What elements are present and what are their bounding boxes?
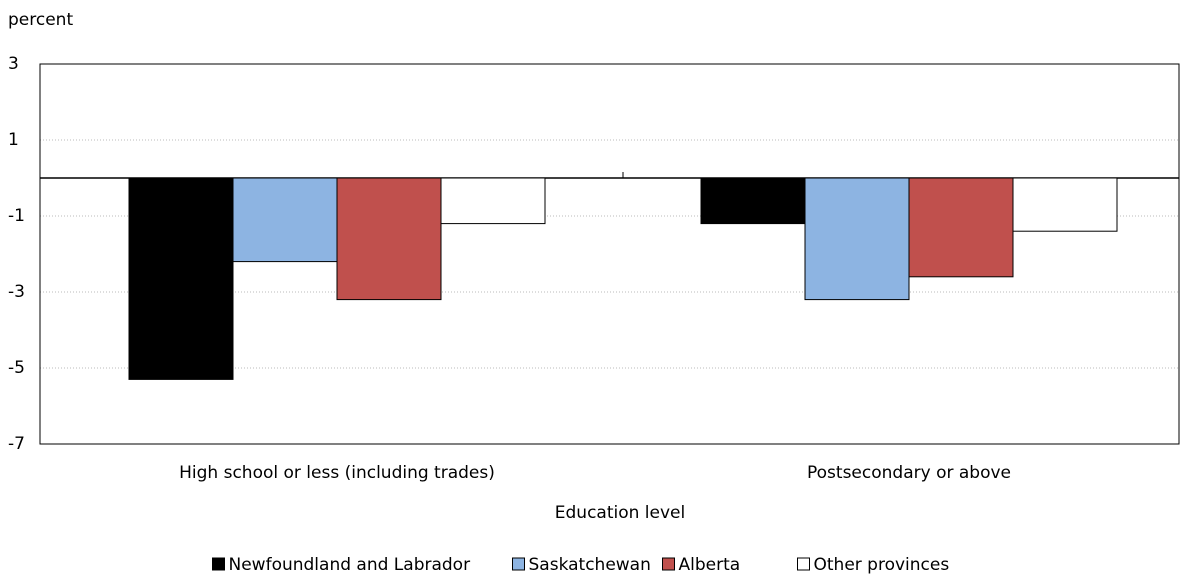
y-tick-label: -5 [8,358,25,378]
legend-swatch [212,557,225,571]
legend: Newfoundland and Labrador Saskatchewan Alb… [212,555,950,575]
bar [336,177,442,301]
y-axis-title: percent [8,10,73,30]
legend-swatch [512,557,525,571]
legend-swatch [662,557,675,571]
bar [232,177,338,263]
y-tick-label: -7 [8,434,25,454]
y-tick-label: 3 [8,54,19,74]
bar [128,177,234,380]
bar [440,177,546,225]
bar [700,177,806,225]
x-tick-label: Postsecondary or above [807,463,1011,483]
y-tick-label: -3 [8,282,25,302]
legend-swatch [797,557,810,571]
bar [908,177,1014,278]
x-tick-label: High school or less (including trades) [179,463,495,483]
legend-label: Alberta [679,555,741,575]
legend-label: Newfoundland and Labrador [229,555,471,575]
x-axis-title: Education level [555,503,685,523]
y-tick-label: 1 [8,130,19,150]
legend-label: Other provinces [814,555,950,575]
bar [1012,177,1118,232]
legend-label: Saskatchewan [529,555,651,575]
y-tick-label: -1 [8,206,25,226]
plot-frame [39,63,1180,445]
bar [804,177,910,301]
